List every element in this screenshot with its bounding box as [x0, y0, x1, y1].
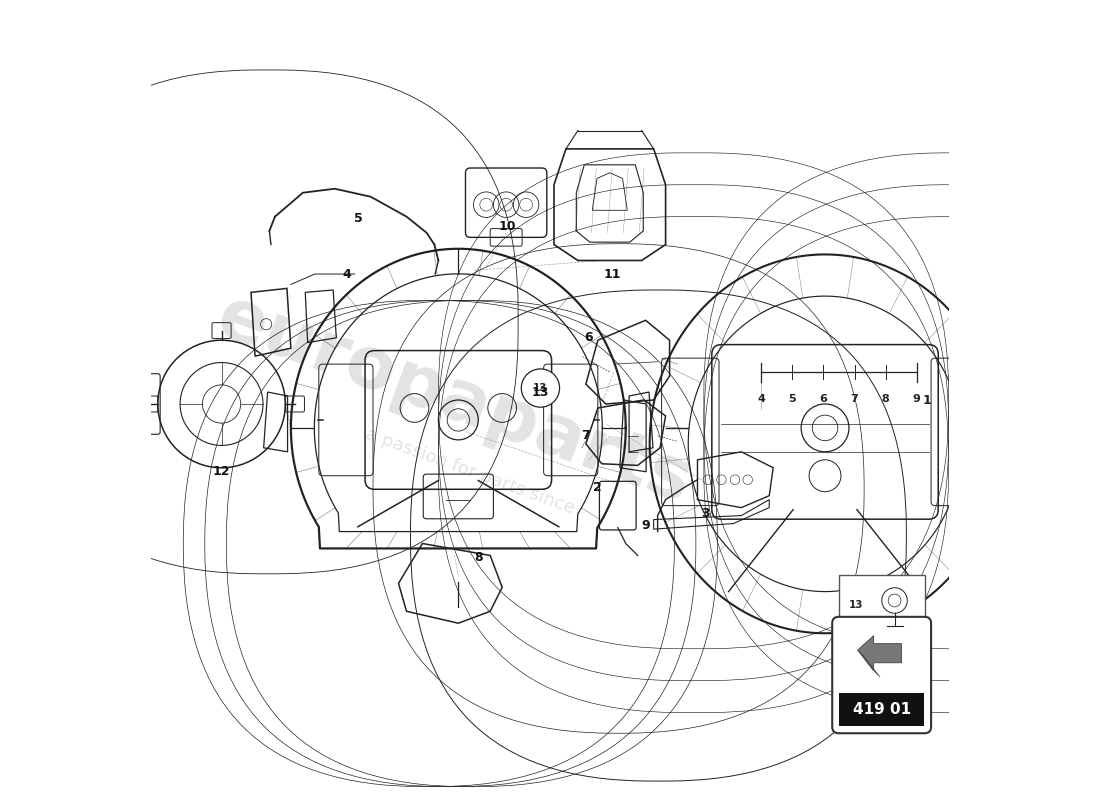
Text: a passion for parts since: a passion for parts since — [363, 426, 578, 518]
Text: 8: 8 — [474, 551, 483, 564]
Text: 6: 6 — [584, 331, 593, 344]
Text: europaparts: europaparts — [208, 282, 701, 518]
Text: 10: 10 — [499, 220, 517, 233]
Text: 419 01: 419 01 — [852, 702, 911, 717]
Text: 8: 8 — [882, 394, 890, 405]
Text: 13: 13 — [848, 600, 864, 610]
Text: 11: 11 — [604, 267, 620, 281]
Text: 6: 6 — [820, 394, 827, 405]
Text: 5: 5 — [354, 212, 363, 225]
Text: 13: 13 — [531, 386, 549, 398]
Text: 9: 9 — [641, 519, 650, 533]
Text: 2: 2 — [594, 481, 602, 494]
Text: 3: 3 — [701, 506, 710, 520]
Text: 5: 5 — [789, 394, 796, 405]
Text: 7: 7 — [582, 430, 591, 442]
Text: 1: 1 — [923, 394, 932, 407]
Circle shape — [521, 369, 560, 407]
Text: 13: 13 — [534, 383, 548, 393]
Bar — [839, 693, 924, 726]
Text: 4: 4 — [757, 394, 766, 405]
Text: 9: 9 — [913, 394, 921, 405]
Polygon shape — [858, 650, 880, 677]
Text: 12: 12 — [212, 466, 230, 478]
Polygon shape — [858, 636, 902, 670]
FancyBboxPatch shape — [833, 617, 931, 734]
Text: 4: 4 — [342, 267, 351, 281]
Text: 7: 7 — [850, 394, 858, 405]
Bar — [838, 575, 925, 635]
